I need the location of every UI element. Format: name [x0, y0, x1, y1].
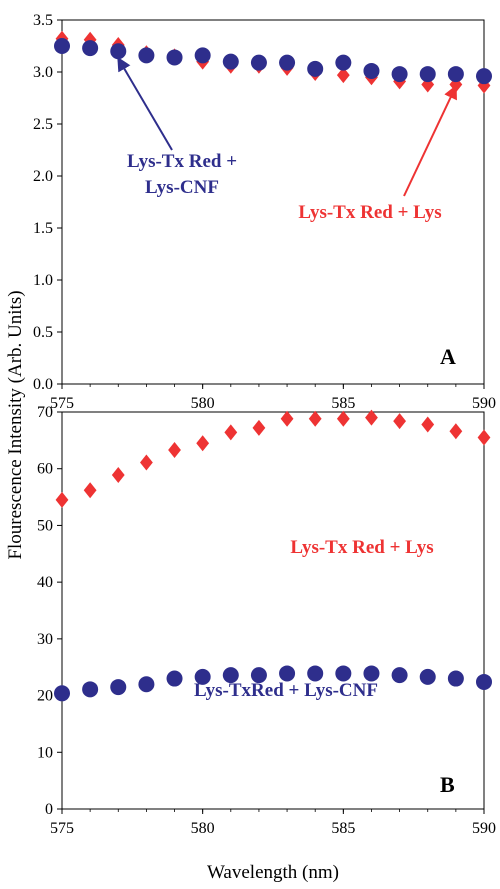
panel-a-y-tick-label: 2.0	[33, 168, 53, 185]
panel-a-diamond-point	[336, 67, 350, 84]
panel-a-x-tick-label: 575	[50, 395, 74, 412]
panel-a-circle-point	[447, 66, 464, 83]
panel-a-circle-point	[250, 54, 267, 71]
panel-a-circle-point	[419, 66, 436, 83]
panel-a-x-tick-label: 590	[472, 395, 496, 412]
panel-a-circle-point	[307, 60, 324, 77]
panel-b-x-tick-label: 575	[50, 820, 74, 837]
panel-a-x-ticks: 575 580 585 590	[50, 384, 496, 412]
annotation-b-lys-cnf: Lys-TxRed + Lys-CNF	[194, 680, 378, 701]
panel-b-y-tick-label: 40	[37, 574, 53, 591]
panel-b-diamond-point	[140, 454, 153, 471]
panel-b-diamond-point	[365, 409, 378, 426]
panel-b-x-tick-label: 585	[331, 820, 355, 837]
panel-b-y-tick-label: 0	[45, 801, 53, 818]
panel-b-diamond-point	[393, 413, 406, 430]
panel-b-diamond-point	[224, 424, 238, 441]
arrow-lys-cnf	[117, 56, 173, 151]
panel-b-circle-point	[110, 679, 127, 696]
panel-b-circle-point	[250, 667, 267, 684]
panel-a-diamond-point	[477, 77, 491, 94]
panel-b-circle-point	[335, 665, 352, 682]
panel-b-diamond-point	[55, 491, 69, 508]
panel-b-circle-point	[307, 665, 324, 682]
panel-b-diamond-point	[168, 441, 181, 458]
panel-b-circle-point	[447, 670, 464, 687]
panel-b-diamond-point	[83, 482, 97, 499]
panel-b-circle-point	[222, 667, 239, 684]
panel-a-circle-point	[222, 53, 239, 70]
panel-b-diamond-point	[111, 466, 125, 483]
panel-b-frame	[61, 411, 485, 810]
panel-b-y-tick-label: 10	[37, 744, 53, 761]
panel-a-y-tick-label: 0.0	[33, 376, 53, 393]
panel-b-y-tick-label: 70	[37, 404, 53, 421]
panel-a-circle-point	[391, 66, 408, 83]
panel-a-y-tick-label: 3.5	[33, 12, 53, 29]
panel-b-x-tick-label: 580	[191, 820, 215, 837]
annotation-b-lys: Lys-Tx Red + Lys	[290, 537, 433, 558]
panel-b-y-tick-label: 60	[37, 461, 53, 478]
panel-a-y-tick-label: 0.5	[33, 324, 53, 341]
panel-b-circle-point	[82, 681, 99, 698]
panel-a-y-tick-label: 3.0	[33, 64, 53, 81]
annotation-lys-cnf-line1: Lys-Tx Red +	[127, 151, 237, 172]
panel-b-diamond-point	[308, 410, 322, 427]
panel-b-diamond-point	[421, 416, 435, 433]
panel-a-circle-point	[194, 47, 211, 64]
arrow-lys	[403, 84, 457, 197]
panel-b-circle-point	[138, 676, 155, 693]
panel-b-y-tick-label: 50	[37, 517, 53, 534]
panel-b-diamond-point	[252, 419, 266, 436]
panel-a-circle-point	[110, 43, 127, 60]
panel-a-circle-point	[54, 38, 70, 54]
panel-b-circle-point	[363, 665, 380, 682]
panel-a-diamond-point	[421, 76, 435, 93]
panel-a-x-tick-label: 585	[331, 395, 355, 412]
panel-a-y-ticks: 0.0 0.5 1.0 1.5 2.0 2.5 3.0 3.5	[33, 12, 62, 393]
panel-b-diamond-point	[477, 429, 491, 446]
panel-a-circle-point	[335, 54, 352, 71]
panel-a: 0.00.51.01.52.02.53.03.5 575 580 585 590 A …	[33, 12, 496, 412]
panel-b-circle-point	[166, 670, 183, 687]
panel-b-circle-point	[279, 665, 296, 682]
annotation-lys: Lys-Tx Red + Lys	[298, 84, 457, 223]
panel-b-label: B	[440, 772, 455, 797]
panel-b-x-tick-label: 590	[472, 820, 496, 837]
panel-b-diamond-point	[336, 410, 350, 427]
panel-a-label: A	[440, 344, 456, 369]
panel-a-marks	[54, 30, 492, 94]
x-axis-label: Wavelength (nm)	[207, 862, 339, 883]
panel-b-circle-point	[391, 667, 408, 684]
panel-b-x-ticks: 575 580 585 590	[50, 809, 496, 837]
panel-b-y-tick-label: 20	[37, 688, 53, 705]
panel-a-circle-point	[82, 40, 99, 57]
panel-a-circle-point	[476, 68, 492, 85]
panel-a-x-tick-label: 580	[191, 395, 215, 412]
panel-a-y-tick-label: 2.5	[33, 116, 53, 133]
panel-b-marks	[54, 409, 492, 702]
panel-b: 0 10 20 30 40 50 60 70 575 580 585 590 B Lys-Tx Re…	[37, 404, 496, 837]
panel-b-y-ticks: 0 10 20 30 40 50 60 70	[37, 404, 62, 818]
annotation-lys-cnf: Lys-Tx Red + Lys-CNF	[117, 56, 237, 198]
panel-b-circle-point	[419, 668, 436, 685]
panel-b-y-tick-label: 30	[37, 631, 53, 648]
panel-b-diamond-point	[449, 423, 463, 440]
panel-b-diamond-point	[280, 410, 294, 427]
panel-b-circle-point	[194, 668, 211, 685]
panel-a-frame	[61, 19, 485, 385]
panel-a-y-tick-label: 1.5	[33, 220, 53, 237]
panel-b-circle-point	[476, 673, 492, 690]
panel-a-circle-point	[279, 54, 296, 71]
panel-b-circle-point	[54, 685, 70, 702]
panel-b-diamond-point	[196, 435, 210, 452]
annotation-lys-line1: Lys-Tx Red + Lys	[298, 202, 441, 223]
annotation-lys-cnf-line2: Lys-CNF	[145, 177, 219, 198]
y-axis-label: Flourescence Intensity (Arb. Units)	[5, 290, 26, 559]
panel-a-y-tick-label: 1.0	[33, 272, 53, 289]
panel-a-circle-point	[166, 49, 183, 66]
panel-a-circle-point	[363, 62, 380, 79]
panel-a-circle-point	[138, 47, 155, 64]
